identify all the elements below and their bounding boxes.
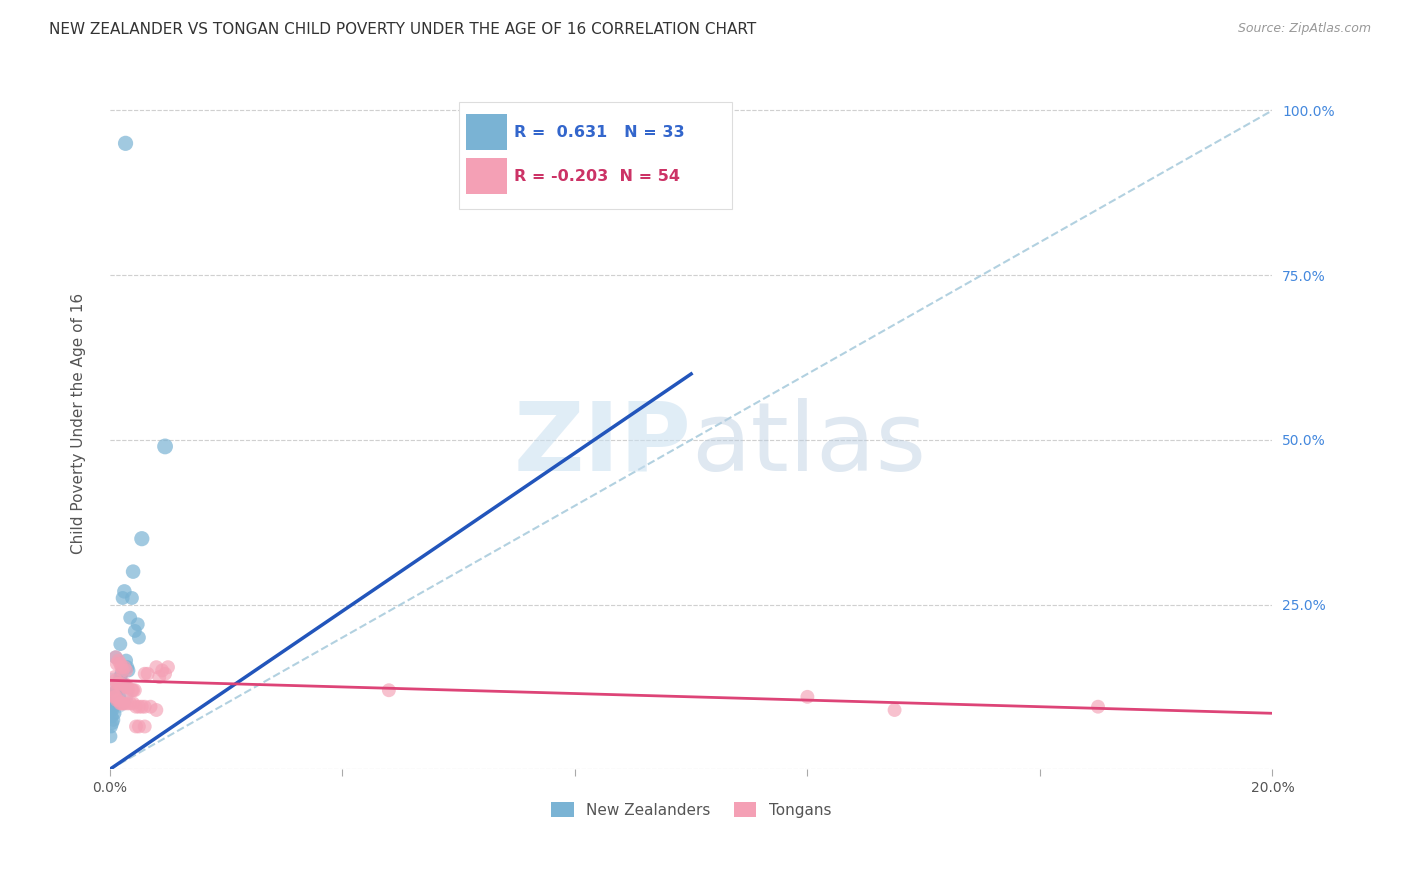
Point bbox=[128, 719, 150, 733]
Point bbox=[378, 683, 401, 698]
Point bbox=[107, 676, 129, 690]
Point bbox=[136, 666, 159, 681]
Point bbox=[110, 697, 132, 711]
Point bbox=[103, 670, 125, 684]
Point bbox=[122, 697, 145, 711]
Point bbox=[101, 683, 124, 698]
Point bbox=[150, 664, 173, 678]
Point bbox=[117, 680, 139, 694]
Point bbox=[124, 683, 146, 698]
Point bbox=[112, 584, 135, 599]
Point bbox=[122, 565, 145, 579]
Legend: New Zealanders, Tongans: New Zealanders, Tongans bbox=[546, 796, 838, 824]
Point bbox=[120, 697, 142, 711]
Point bbox=[120, 611, 142, 625]
Point bbox=[107, 654, 129, 668]
Text: atlas: atlas bbox=[692, 398, 927, 491]
Point bbox=[104, 650, 127, 665]
Point bbox=[103, 686, 125, 700]
Point bbox=[125, 719, 148, 733]
Point bbox=[134, 719, 156, 733]
Point bbox=[105, 676, 128, 690]
Point bbox=[121, 683, 143, 698]
Point bbox=[124, 624, 146, 638]
Point bbox=[101, 703, 124, 717]
FancyBboxPatch shape bbox=[465, 114, 508, 150]
Point bbox=[125, 699, 148, 714]
Point bbox=[105, 657, 128, 671]
Point bbox=[104, 650, 127, 665]
Point bbox=[117, 664, 139, 678]
Point bbox=[111, 664, 134, 678]
Text: NEW ZEALANDER VS TONGAN CHILD POVERTY UNDER THE AGE OF 16 CORRELATION CHART: NEW ZEALANDER VS TONGAN CHILD POVERTY UN… bbox=[49, 22, 756, 37]
Point bbox=[117, 697, 139, 711]
Point bbox=[103, 697, 125, 711]
Point bbox=[101, 686, 124, 700]
Point bbox=[117, 660, 139, 674]
Point bbox=[110, 697, 132, 711]
Point bbox=[103, 690, 125, 704]
Point bbox=[112, 697, 135, 711]
Point bbox=[128, 631, 150, 645]
Point bbox=[153, 439, 176, 453]
Point bbox=[115, 664, 138, 678]
Point bbox=[110, 657, 132, 671]
FancyBboxPatch shape bbox=[465, 159, 508, 194]
Point bbox=[112, 660, 135, 674]
Point bbox=[156, 660, 179, 674]
Point bbox=[128, 699, 150, 714]
Point bbox=[110, 660, 132, 674]
Point bbox=[122, 683, 145, 698]
Point bbox=[134, 699, 156, 714]
Point bbox=[105, 683, 128, 698]
Point bbox=[1087, 699, 1109, 714]
Point bbox=[100, 719, 122, 733]
Text: R = -0.203  N = 54: R = -0.203 N = 54 bbox=[515, 169, 681, 184]
Point bbox=[121, 591, 143, 605]
Point bbox=[100, 709, 122, 723]
Point bbox=[153, 666, 176, 681]
Point bbox=[111, 676, 134, 690]
Text: R =  0.631   N = 33: R = 0.631 N = 33 bbox=[515, 125, 685, 139]
Point bbox=[883, 703, 905, 717]
Text: ZIP: ZIP bbox=[513, 398, 692, 491]
Point bbox=[110, 666, 132, 681]
Point bbox=[105, 693, 128, 707]
Point bbox=[148, 670, 170, 684]
Point bbox=[112, 676, 135, 690]
Point bbox=[110, 676, 132, 690]
Point bbox=[115, 680, 138, 694]
Point bbox=[115, 654, 138, 668]
Point bbox=[103, 706, 125, 721]
Point bbox=[104, 673, 127, 688]
Point bbox=[110, 680, 132, 694]
Point bbox=[110, 637, 132, 651]
Point bbox=[134, 666, 156, 681]
Point bbox=[104, 693, 127, 707]
Point bbox=[111, 591, 134, 605]
Point bbox=[107, 680, 129, 694]
Point bbox=[131, 532, 153, 546]
Point bbox=[107, 693, 129, 707]
Point bbox=[103, 686, 125, 700]
Point bbox=[117, 683, 139, 698]
Point bbox=[796, 690, 818, 704]
Point bbox=[114, 136, 136, 151]
Point bbox=[145, 703, 167, 717]
Point bbox=[108, 690, 131, 704]
Y-axis label: Child Poverty Under the Age of 16: Child Poverty Under the Age of 16 bbox=[72, 293, 86, 554]
Point bbox=[110, 670, 132, 684]
Point bbox=[139, 699, 162, 714]
Point bbox=[131, 699, 153, 714]
Point bbox=[111, 697, 134, 711]
Point bbox=[101, 716, 124, 731]
FancyBboxPatch shape bbox=[458, 102, 731, 209]
Point bbox=[104, 690, 127, 704]
Point bbox=[100, 730, 122, 744]
Point bbox=[103, 713, 125, 727]
Point bbox=[127, 617, 149, 632]
Point bbox=[145, 660, 167, 674]
Text: Source: ZipAtlas.com: Source: ZipAtlas.com bbox=[1237, 22, 1371, 36]
Point bbox=[101, 699, 124, 714]
